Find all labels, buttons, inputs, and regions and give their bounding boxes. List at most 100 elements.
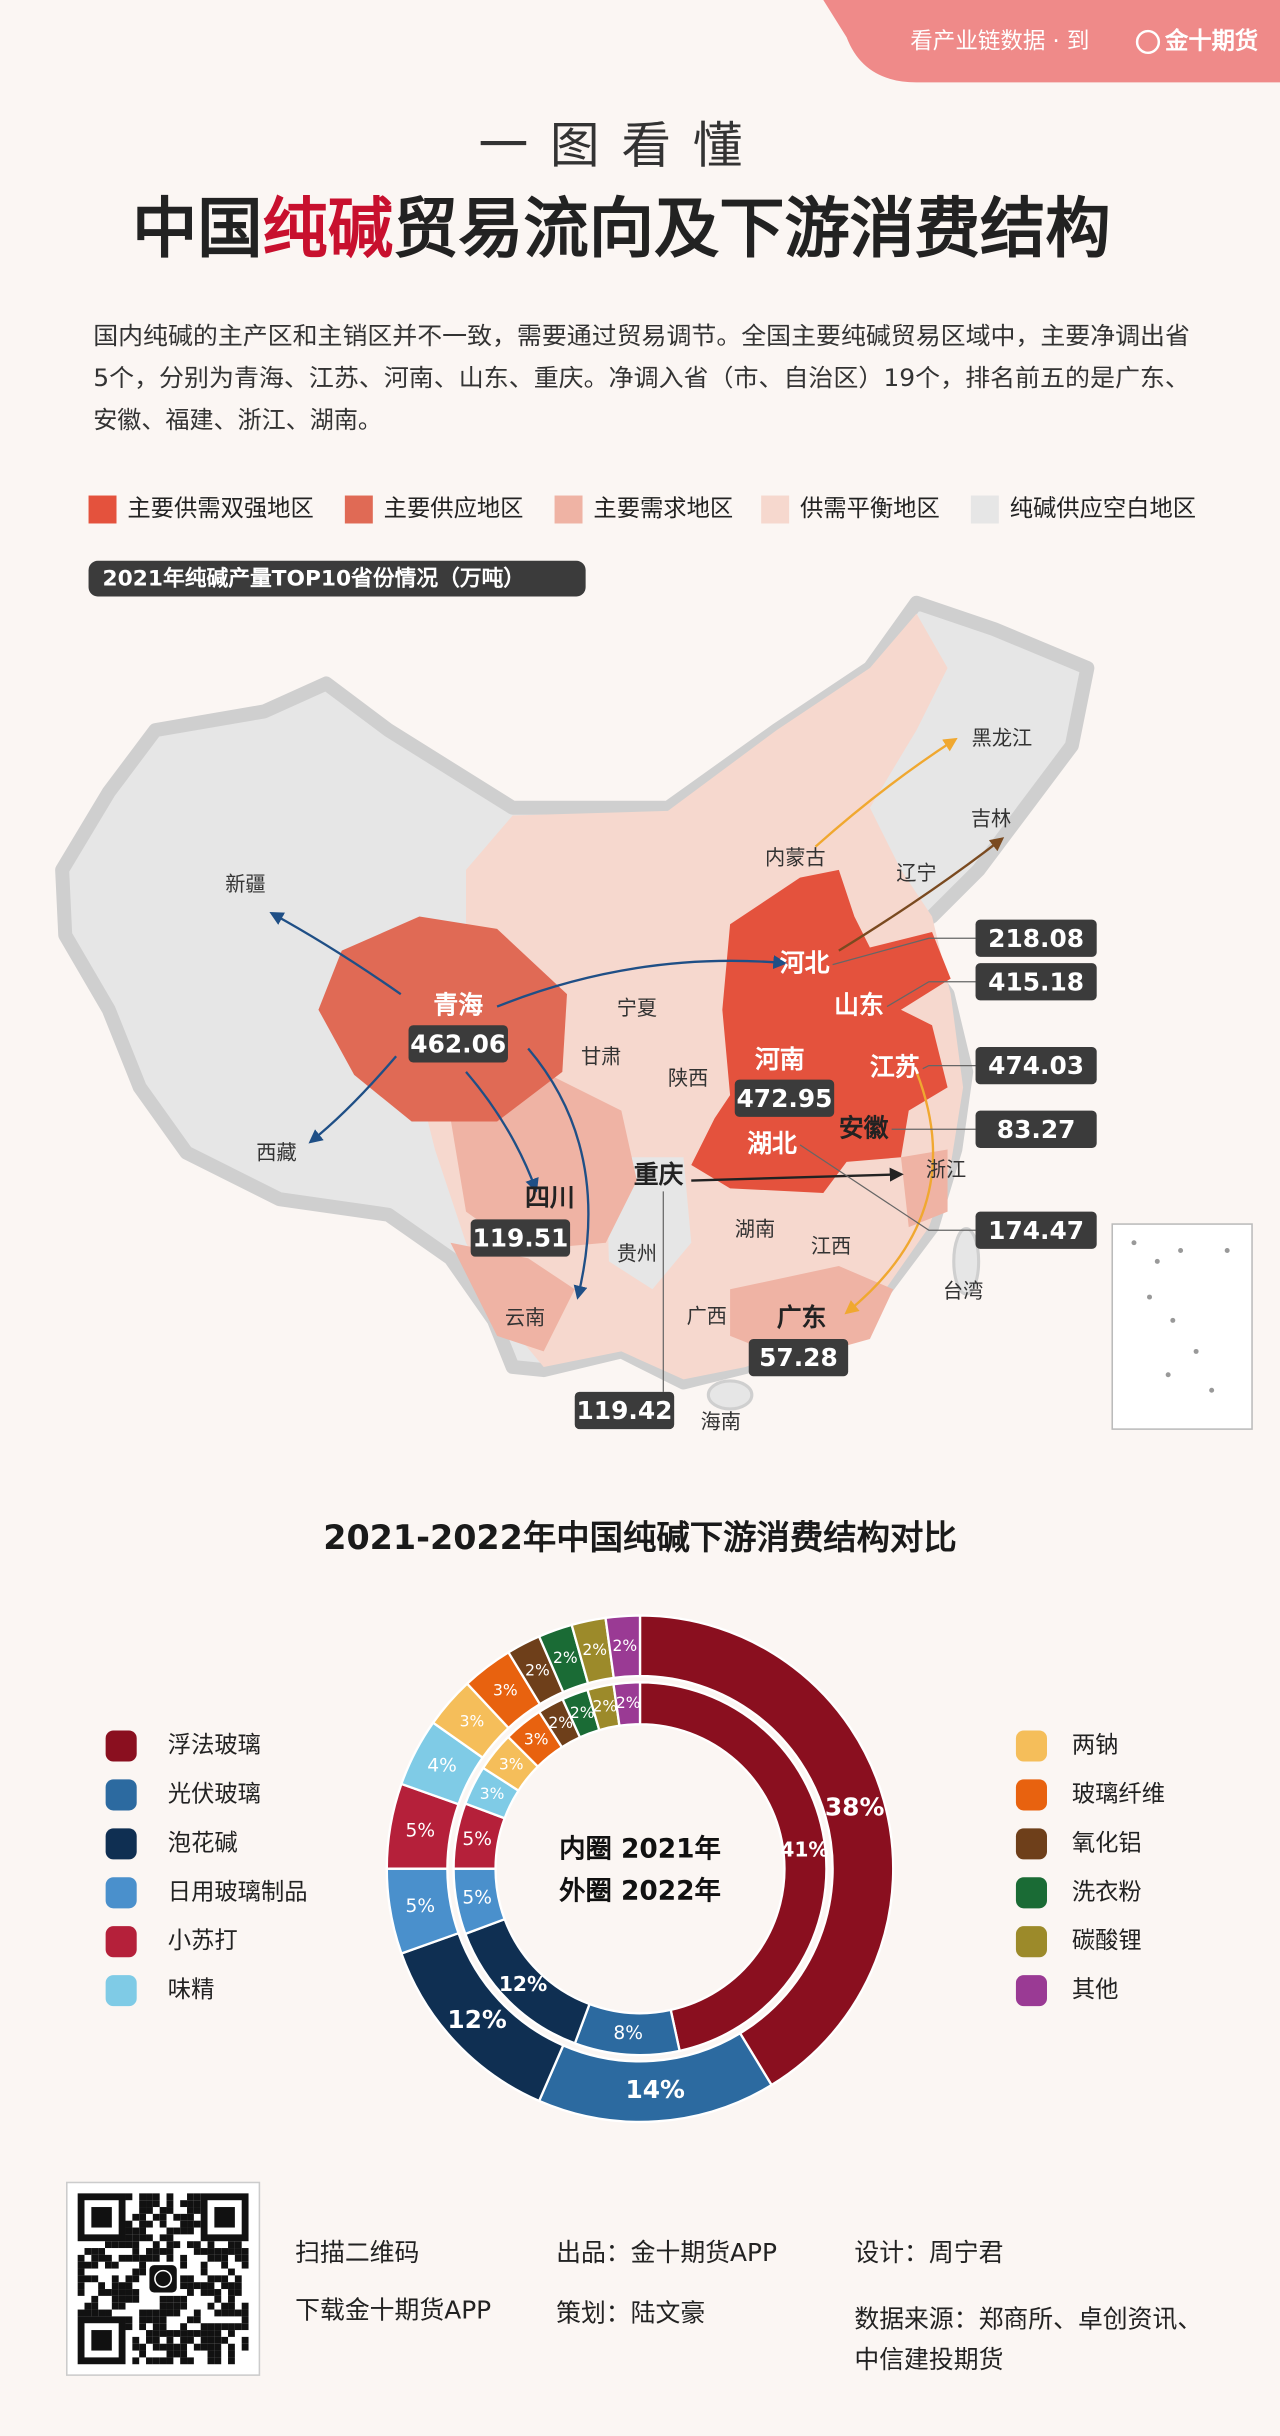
qr-module — [146, 2248, 153, 2255]
qr-module — [139, 2268, 147, 2276]
qr-module — [125, 2275, 133, 2283]
value-label: 12% — [499, 1972, 547, 1996]
qr-module — [234, 2275, 242, 2283]
qr-module — [91, 2248, 99, 2255]
qr-module — [207, 2350, 215, 2358]
qr-module — [173, 2302, 181, 2310]
legend-label: 纯碱供应空白地区 — [1010, 495, 1196, 522]
province-label: 辽宁 — [896, 861, 936, 885]
qr-module — [200, 2289, 208, 2296]
province-label: 广西 — [687, 1304, 727, 1328]
qr-module — [234, 2282, 242, 2290]
donut-segment — [638, 1681, 828, 2053]
qr-module — [84, 2275, 92, 2283]
intro: 国内纯碱的主产区和主销区并不一致，需要通过贸易调节。全国主要纯碱贸易区域中，主要… — [93, 322, 1190, 434]
qr-module — [228, 2302, 235, 2310]
qr-module — [125, 2220, 133, 2228]
qr-module — [207, 2289, 215, 2296]
qr-module — [105, 2241, 112, 2249]
qr-module — [159, 2207, 167, 2214]
qr-module — [84, 2261, 92, 2269]
qr-module — [187, 2200, 194, 2208]
qr-module — [118, 2254, 126, 2262]
qr-module — [132, 2295, 140, 2303]
map-title-pill — [88, 560, 586, 597]
region-demand — [730, 1265, 894, 1361]
top10-province: 山东 — [834, 991, 884, 1020]
qr-module — [207, 2302, 215, 2310]
qr-module — [132, 2227, 140, 2235]
qr-module — [159, 2248, 167, 2255]
qr-module — [166, 2248, 174, 2255]
top10-box — [574, 1391, 675, 1430]
flow-arrow — [308, 1055, 398, 1144]
inset-island — [1165, 1372, 1171, 1378]
footer-producer: 出品：金十期货APP — [556, 2238, 777, 2267]
qr-module — [200, 2261, 208, 2269]
footer-designer: 设计：周宁君 — [854, 2238, 1003, 2267]
qr-module — [187, 2241, 194, 2249]
qr-module — [180, 2254, 188, 2262]
qr-module — [105, 2309, 112, 2317]
qr-module — [241, 2248, 249, 2255]
top10-value: 462.06 — [410, 1029, 506, 1058]
qr-module — [111, 2295, 119, 2303]
top10-province: 湖北 — [747, 1129, 797, 1158]
legend-swatch — [344, 495, 373, 524]
qr-module — [91, 2261, 99, 2269]
qr-module — [159, 2323, 167, 2331]
qr-module — [241, 2343, 249, 2351]
value-label: 5% — [406, 1896, 436, 1917]
qr-module — [146, 2220, 153, 2228]
qr-module — [146, 2309, 153, 2317]
qr-module — [221, 2309, 229, 2317]
donut-chart: 41%8%12%5%5%3%3%3%2%2%2%2%内圈 2021年38%14%… — [105, 1614, 1165, 2124]
inset-island — [1224, 1247, 1230, 1253]
qr-module — [111, 2275, 119, 2283]
flow-arrow — [838, 837, 1005, 952]
qr-module — [187, 2193, 194, 2201]
value-label: 41% — [780, 1838, 828, 1862]
leader-line — [799, 1144, 976, 1231]
qr-module — [193, 2241, 201, 2249]
qr-module — [125, 2295, 133, 2303]
qr-module — [180, 2220, 188, 2228]
qr-module — [241, 2316, 249, 2324]
qr-module — [166, 2343, 174, 2351]
qr-module — [234, 2289, 242, 2296]
qr-module — [118, 2282, 126, 2290]
donut-segment — [612, 1681, 642, 1728]
qr-module — [146, 2193, 153, 2201]
qr-module — [187, 2275, 194, 2283]
inset-island — [1209, 1387, 1215, 1393]
qr-module — [228, 2357, 235, 2365]
qr-module — [132, 2275, 140, 2283]
flow-arrow — [814, 737, 958, 848]
qr-module — [125, 2316, 133, 2324]
qr-module — [77, 2254, 85, 2262]
qr-module — [139, 2261, 147, 2269]
legend-label: 玻璃纤维 — [1072, 1780, 1165, 1807]
qr-module — [241, 2336, 249, 2344]
top10-province: 河北 — [780, 949, 830, 978]
qr-module — [118, 2302, 126, 2310]
region-demand — [450, 1242, 575, 1352]
legend-swatch — [970, 495, 999, 524]
qr-module — [105, 2289, 112, 2296]
qr-module — [214, 2289, 222, 2296]
legend-label: 供需平衡地区 — [800, 495, 940, 522]
legend-swatch — [105, 1828, 137, 1860]
qr-module — [152, 2357, 160, 2365]
qr-module — [228, 2323, 235, 2331]
top10-province: 安徽 — [839, 1113, 889, 1142]
qr-module — [214, 2309, 222, 2317]
qr-module — [193, 2220, 201, 2228]
qr-module — [139, 2227, 147, 2235]
qr-module — [159, 2234, 167, 2242]
top10-box — [975, 1211, 1097, 1249]
legend-label: 洗衣粉 — [1072, 1878, 1142, 1905]
island — [706, 1379, 754, 1411]
qr-module — [139, 2193, 147, 2201]
qr-module — [173, 2241, 181, 2249]
